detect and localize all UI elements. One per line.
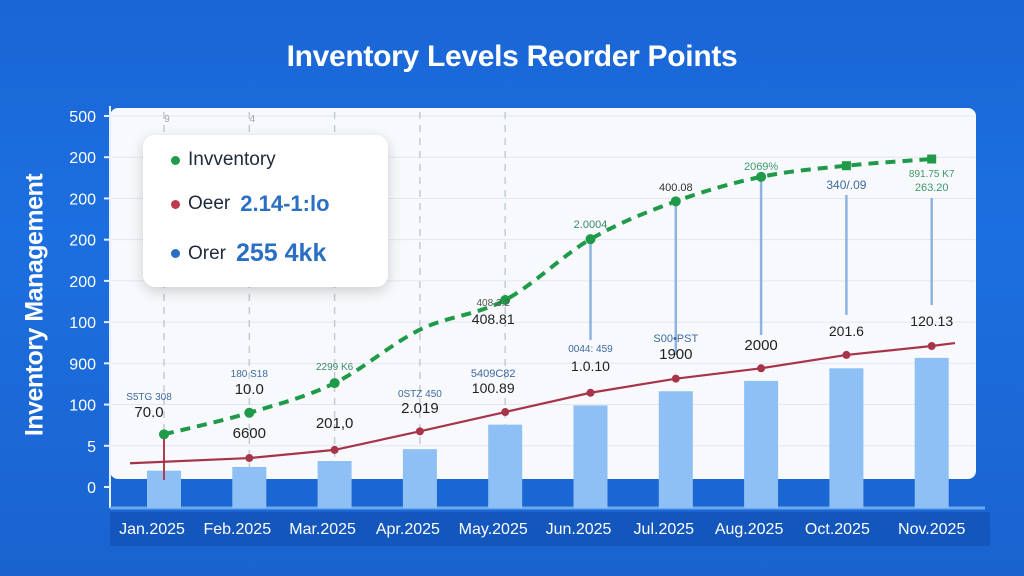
- data-label: 1.0.10: [571, 358, 610, 374]
- bar: [488, 424, 523, 508]
- series-line-green: [163, 157, 932, 437]
- y-tick-label: 200: [69, 233, 96, 250]
- point-red: [245, 454, 254, 463]
- bar: [402, 449, 437, 508]
- point-green: [244, 407, 255, 418]
- data-label: 408.81: [472, 311, 515, 327]
- bar: [914, 357, 949, 508]
- x-tick-label: Feb.2025: [203, 521, 271, 538]
- data-label: 1900: [659, 346, 692, 363]
- point-green: [500, 295, 511, 306]
- data-label: 100.89: [472, 380, 515, 396]
- data-label: 2000: [744, 337, 777, 354]
- data-label: 2.0004: [574, 219, 608, 231]
- data-label: S5TG 308: [126, 392, 172, 403]
- top-tick-label: 9: [164, 114, 170, 125]
- legend-dot-red: [171, 199, 180, 209]
- x-tick-label: Jan.2025: [119, 521, 185, 538]
- x-tick-label: Nov.2025: [898, 521, 965, 538]
- legend-label: Invventory: [188, 149, 276, 170]
- data-label: 0STZ 450: [398, 389, 442, 400]
- y-tick-label: 500: [69, 109, 96, 126]
- legend-dot-green: [171, 155, 180, 165]
- point-red: [330, 445, 339, 454]
- legend-value: 255 4kk: [236, 239, 327, 267]
- point-green: [841, 161, 851, 171]
- point-green: [329, 378, 340, 389]
- data-label: 891.75 K7: [909, 169, 955, 180]
- data-label: 2.019: [401, 400, 439, 417]
- point-red: [927, 342, 936, 351]
- legend: Invventory Oeer 2.14-1:lo Orer 255 4kk: [143, 135, 388, 287]
- point-green: [756, 171, 767, 182]
- x-tick-label: Mar.2025: [289, 521, 356, 538]
- data-label: 0044: 459: [568, 344, 613, 355]
- x-tick-label: Oct.2025: [805, 521, 870, 538]
- data-label: S00•PST: [653, 333, 698, 345]
- data-label: 263.20: [915, 182, 949, 194]
- data-label: 400.08: [659, 182, 693, 194]
- point-green: [585, 234, 596, 245]
- point-red: [671, 374, 680, 383]
- y-tick-label: 100: [69, 315, 96, 332]
- legend-item-inventory: Invventory: [171, 149, 276, 171]
- bar: [829, 368, 864, 508]
- bar: [232, 466, 267, 508]
- y-tick-label: 100: [69, 398, 96, 415]
- point-green: [927, 154, 937, 164]
- point-red: [415, 427, 424, 436]
- legend-label: Orer: [188, 242, 226, 264]
- legend-label: Oeer: [188, 193, 231, 214]
- data-label: 340/.09: [826, 178, 866, 192]
- point-red: [757, 364, 766, 373]
- legend-item-oeer: Oeer 2.14-1:lo: [171, 191, 330, 217]
- data-label: 408 3.2: [477, 298, 511, 309]
- y-tick-label: 900: [69, 356, 96, 373]
- x-tick-label: May.2025: [459, 521, 528, 538]
- point-red: [501, 408, 510, 417]
- legend-value: 2.14-1:lo: [240, 191, 330, 216]
- y-tick-label: 200: [69, 150, 96, 167]
- data-label: 6600: [233, 425, 266, 442]
- x-tick-label: Jul.2025: [634, 521, 695, 538]
- data-label: 201,0: [316, 415, 354, 432]
- x-axis-band: [110, 512, 990, 546]
- data-label: 2069%: [744, 161, 778, 173]
- point-red: [842, 350, 851, 359]
- point-red: [586, 388, 595, 397]
- data-label: 180 S18: [231, 369, 269, 380]
- data-label: 5409C82: [471, 368, 516, 380]
- legend-item-orer: Orer 255 4kk: [171, 239, 326, 268]
- x-tick-label: Aug.2025: [715, 521, 784, 538]
- point-green: [670, 196, 681, 207]
- data-label: 120.13: [910, 313, 953, 329]
- data-label: 201.6: [829, 323, 864, 339]
- chart-title: Inventory Levels Reorder Points: [286, 40, 738, 73]
- y-tick-label: 0: [87, 480, 96, 497]
- bar: [317, 461, 352, 508]
- data-label: 2299 K6: [316, 362, 354, 373]
- data-label: 70.0: [134, 404, 163, 421]
- y-tick-label: 200: [69, 274, 96, 291]
- y-tick-label: 200: [69, 191, 96, 208]
- x-tick-label: Apr.2025: [376, 521, 440, 538]
- bar: [658, 391, 693, 508]
- point-green: [159, 429, 169, 440]
- bar: [744, 380, 779, 508]
- top-tick-label: 4: [250, 114, 256, 125]
- x-tick-label: Jun.2025: [546, 521, 612, 538]
- legend-dot-blue: [171, 249, 180, 258]
- y-tick-label: 5: [87, 439, 96, 456]
- data-label: 10.0: [235, 381, 264, 398]
- bar: [573, 405, 608, 508]
